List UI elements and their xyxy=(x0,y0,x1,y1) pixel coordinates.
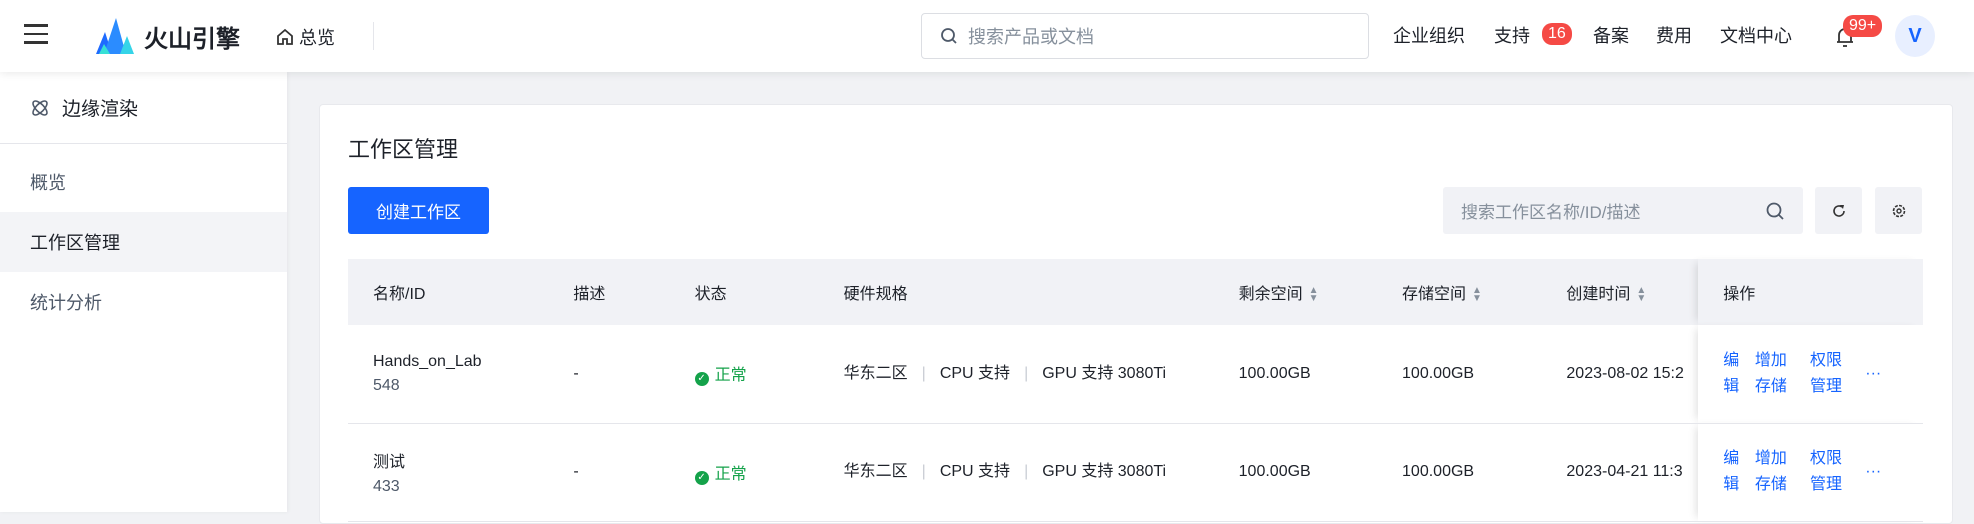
col-storage[interactable]: 存储空间 ▲ ▼ xyxy=(1377,259,1542,325)
col-created[interactable]: 创建时间 ▲ ▼ xyxy=(1541,259,1699,325)
col-label: 存储空间 xyxy=(1402,286,1467,303)
sidebar: 边缘渲染 概览 工作区管理 统计分析 xyxy=(0,72,287,512)
menu-icon[interactable] xyxy=(24,24,48,44)
sidebar-title: 边缘渲染 xyxy=(0,72,287,144)
search-placeholder: 搜索工作区名称/ID/描述 xyxy=(1461,203,1641,222)
sidebar-item-overview[interactable]: 概览 xyxy=(30,173,66,193)
top-header: 火山引擎 总览 搜索产品或文档 企业组织 支持 16 备案 费用 文档中心 99… xyxy=(0,0,1974,72)
divider xyxy=(373,22,374,50)
workspace-name[interactable]: Hands_on_Lab xyxy=(373,352,482,370)
search-icon xyxy=(941,28,957,44)
search-icon[interactable] xyxy=(1765,201,1785,221)
gpu: GPU 支持 3080Ti xyxy=(1042,463,1167,480)
create-workspace-button[interactable]: 创建工作区 xyxy=(348,187,489,234)
col-label: 剩余空间 xyxy=(1238,286,1303,303)
search-placeholder: 搜索产品或文档 xyxy=(968,27,1094,47)
col-hardware: 硬件规格 xyxy=(818,259,1214,325)
workspace-table: 名称/ID 描述 状态 硬件规格 剩余空间 ▲ ▼ 存储空间 ▲ ▼ 创建时间 ▲ ▼ 操作… xyxy=(348,259,1923,522)
notification-badge: 99+ xyxy=(1843,15,1883,37)
cpu: CPU 支持 xyxy=(939,463,1011,480)
status-text: 正常 xyxy=(714,367,747,385)
sidebar-item-workspace[interactable]: 工作区管理 xyxy=(0,212,287,272)
avatar[interactable]: V xyxy=(1895,15,1935,57)
storage-space: 100.00GB xyxy=(1377,423,1542,522)
gpu: GPU 支持 3080Ti xyxy=(1042,364,1167,382)
refresh-icon xyxy=(1832,204,1845,217)
free-space: 100.00GB xyxy=(1213,423,1378,522)
more-icon[interactable]: ··· xyxy=(1865,463,1882,480)
col-label: 创建时间 xyxy=(1566,286,1631,303)
atom-icon xyxy=(32,99,48,116)
nav-support[interactable]: 支持 xyxy=(1494,26,1530,46)
col-free-space[interactable]: 剩余空间 ▲ ▼ xyxy=(1213,259,1378,325)
free-space: 100.00GB xyxy=(1213,325,1378,424)
workspace-name[interactable]: 测试 xyxy=(373,454,406,471)
actions-cell: 编辑增加存储权限管理 ··· xyxy=(1698,423,1923,522)
col-status: 状态 xyxy=(669,259,819,325)
created-time: 2023-04-21 11:3 xyxy=(1541,423,1699,522)
check-circle-icon: ✓ xyxy=(694,372,709,387)
gear-icon xyxy=(1892,204,1905,217)
hardware-spec: 华东二区 | CPU 支持 | GPU 支持 3080Ti xyxy=(843,463,1167,480)
sidebar-item-analytics[interactable]: 统计分析 xyxy=(30,293,102,313)
hardware-spec: 华东二区 | CPU 支持 | GPU 支持 3080Ti xyxy=(843,364,1167,382)
table-header-row: 名称/ID 描述 状态 硬件规格 剩余空间 ▲ ▼ 存储空间 ▲ ▼ 创建时间 ▲ ▼ 操作 xyxy=(348,259,1923,325)
add-storage-link[interactable]: 增加存储 xyxy=(1754,450,1787,493)
home-label: 总览 xyxy=(299,28,335,48)
settings-button[interactable] xyxy=(1875,187,1922,234)
col-desc: 描述 xyxy=(548,259,670,325)
sidebar-title-label: 边缘渲染 xyxy=(62,99,139,120)
table-row: 测试 433 - ✓ 正常 华东二区 | CPU 支持 | GPU 支持 3080Ti 10… xyxy=(348,423,1923,522)
status-text: 正常 xyxy=(714,465,747,483)
permissions-link[interactable]: 权限管理 xyxy=(1810,450,1843,493)
support-badge: 16 xyxy=(1542,23,1572,45)
brand-name: 火山引擎 xyxy=(144,25,240,53)
workspace-id: 433 xyxy=(373,478,400,495)
sort-icon[interactable]: ▲ ▼ xyxy=(1636,284,1647,304)
home-link[interactable]: 总览 xyxy=(275,24,335,50)
nav-docs[interactable]: 文档中心 xyxy=(1720,26,1792,46)
workspace-id: 548 xyxy=(373,376,400,394)
region: 华东二区 xyxy=(843,364,908,382)
permissions-link[interactable]: 权限管理 xyxy=(1810,351,1843,395)
global-search-input[interactable]: 搜索产品或文档 xyxy=(921,13,1369,59)
workspace-desc: - xyxy=(548,423,670,522)
workspace-search-input[interactable]: 搜索工作区名称/ID/描述 xyxy=(1443,187,1803,234)
add-storage-link[interactable]: 增加存储 xyxy=(1754,351,1787,395)
workspace-desc: - xyxy=(548,325,670,424)
col-actions: 操作 xyxy=(1698,259,1923,325)
region: 华东二区 xyxy=(843,463,908,480)
cpu: CPU 支持 xyxy=(939,364,1011,382)
status-badge: ✓ 正常 xyxy=(669,325,819,424)
storage-space: 100.00GB xyxy=(1377,325,1542,424)
sort-icon[interactable]: ▲ ▼ xyxy=(1308,284,1319,304)
nav-filing[interactable]: 备案 xyxy=(1593,26,1629,46)
nav-billing[interactable]: 费用 xyxy=(1656,26,1692,46)
status-badge: ✓ 正常 xyxy=(669,423,819,522)
logo[interactable]: 火山引擎 xyxy=(96,18,240,54)
refresh-button[interactable] xyxy=(1815,187,1862,234)
check-circle-icon: ✓ xyxy=(694,470,709,485)
more-icon[interactable]: ··· xyxy=(1865,364,1882,382)
edit-link[interactable]: 编辑 xyxy=(1723,450,1740,493)
page-title: 工作区管理 xyxy=(348,137,459,162)
col-name: 名称/ID xyxy=(348,259,549,325)
nav-enterprise[interactable]: 企业组织 xyxy=(1393,26,1465,46)
created-time: 2023-08-02 15:2 xyxy=(1541,325,1699,424)
actions-cell: 编辑增加存储权限管理 ··· xyxy=(1698,325,1923,424)
sort-icon[interactable]: ▲ ▼ xyxy=(1472,284,1482,304)
edit-link[interactable]: 编辑 xyxy=(1723,351,1740,395)
home-icon xyxy=(277,28,293,45)
table-row: Hands_on_Lab 548 - ✓ 正常 华东二区 | CPU 支持 | GPU 支持… xyxy=(348,325,1923,424)
volcano-logo-icon xyxy=(96,18,134,54)
